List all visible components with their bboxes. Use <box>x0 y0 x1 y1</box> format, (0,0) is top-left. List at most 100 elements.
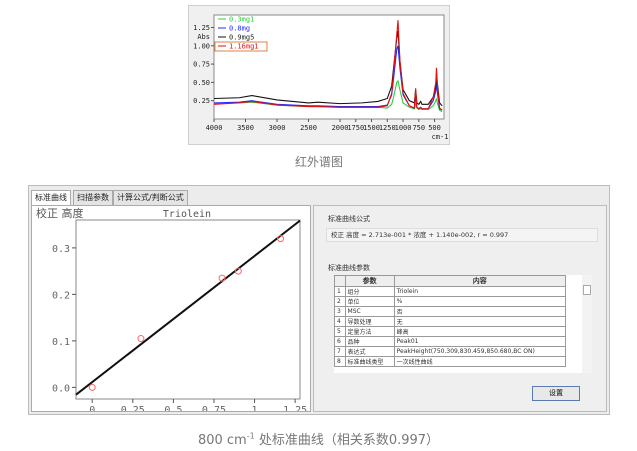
table-cell: 否 <box>393 306 567 317</box>
caption-prefix: 800 cm <box>197 433 247 448</box>
data-point <box>137 335 145 343</box>
right-panel: 标准曲线公式 校正 高度 = 2.713e-001 * 浓度 + 1.140e-… <box>313 205 607 412</box>
x-tick-label: 0 <box>89 405 95 411</box>
table-row[interactable]: 8 标准曲线类型 一次线性曲线 <box>334 356 567 367</box>
table-cell: 标准曲线类型 <box>344 356 395 367</box>
table-cell: 7 <box>334 346 346 357</box>
table-cell: PeakHeight(750.309,830.459,850.680,BC ON… <box>393 346 567 357</box>
ir-spectrum-figure: 4000 3500 3000 2500 2000 1750 1500 1250 1000 750 5… <box>188 5 450 145</box>
table-cell: 6 <box>334 336 346 347</box>
table-row[interactable]: 6 品种 Peak01 <box>334 336 567 347</box>
x-tick-label: 1000 <box>395 124 412 132</box>
tab-standard-curve[interactable]: 标准曲线 <box>31 190 71 205</box>
x-tick-label: 3500 <box>237 124 254 132</box>
table-row[interactable]: 5 定量方法 峰高 <box>334 326 567 337</box>
table-cell: MSC <box>344 306 395 317</box>
fit-line <box>75 219 301 396</box>
table-row[interactable]: 2 单位% <box>334 296 567 307</box>
calibration-panel: 校正 高度 Triolein 0 0.25 0.5 0.75 1 1.25 0.0 0.1 0.2 0… <box>31 205 311 425</box>
table-scrollbar[interactable] <box>582 275 592 373</box>
caption-suffix: 处标准曲线（相关系数0.997） <box>254 433 440 448</box>
data-point <box>88 383 96 391</box>
tab-formulas[interactable]: 计算公式/判断公式 <box>113 190 188 205</box>
table-cell: 导数处理 <box>344 316 395 327</box>
calibration-chart: 校正 高度 Triolein 0 0.25 0.5 0.75 1 1.25 0.0 0.1 0.2 0… <box>36 206 307 425</box>
caption-sup: -1 <box>246 431 255 441</box>
table-cell: 4 <box>334 316 346 327</box>
table-cell: 品种 <box>344 336 395 347</box>
x-tick-label: 2000 <box>332 124 349 132</box>
y-tick-label: 1.00 <box>193 42 210 50</box>
x-tick-label: 4000 <box>206 124 223 132</box>
table-cell: 表达式 <box>344 346 395 357</box>
x-tick-label: 0.25 <box>121 405 145 411</box>
x-tick-label: 2500 <box>300 124 317 132</box>
y-tick-label: 0.25 <box>193 97 210 105</box>
y-tick-label: 0.3 <box>52 244 70 255</box>
x-tick-label: 1.25 <box>283 405 307 411</box>
chart-title: Triolein <box>163 209 211 220</box>
x-tick-label: 750 <box>412 124 425 132</box>
x-tick-label: 0.75 <box>202 405 226 411</box>
legend-label: 0.8mg <box>229 25 250 33</box>
software-window: 标准曲线 扫描参数 计算公式/判断公式 校正 高度 Triolein 0 0.25 0.… <box>28 185 610 425</box>
x-tick-label: 1250 <box>379 124 396 132</box>
formula-title: 标准曲线公式 <box>328 215 370 223</box>
data-point <box>277 235 285 243</box>
table-row[interactable]: 3 MSC 否 <box>334 306 567 317</box>
y-tick-label: 0.2 <box>52 290 70 301</box>
figure2-caption: 800 cm-1 处标准曲线（相关系数0.997） <box>0 429 637 448</box>
table-cell: 5 <box>334 326 346 337</box>
figure1-caption: 红外谱图 <box>294 155 343 169</box>
table-header: 参数 内容 <box>334 275 567 287</box>
x-tick-label: 1500 <box>363 124 380 132</box>
x-tick-label: 0.5 <box>164 405 182 411</box>
y-axis-label: Abs <box>197 33 210 41</box>
x-tick-label: 1 <box>252 405 258 411</box>
params-table-container: 参数 内容 1 组分 Triolein 2 单位% 3 MSC 否 4 导数处理无 5 定量方法 峰高 6 品种… <box>334 275 592 373</box>
scrollbar-thumb[interactable] <box>583 285 591 295</box>
y-tick-label: 0.0 <box>52 383 70 394</box>
table-row[interactable]: 1 组分 Triolein <box>334 286 567 297</box>
header-cell <box>334 275 346 287</box>
header-cell: 内容 <box>393 275 567 287</box>
y-axis-label: 校正 高度 <box>36 206 84 220</box>
table-cell: 一次线性曲线 <box>393 356 567 367</box>
table-cell: 组分 <box>344 286 395 297</box>
x-axis-label: cm-1 <box>432 133 449 141</box>
set-button[interactable]: 设置 <box>532 386 580 401</box>
table-cell: 无 <box>393 316 567 327</box>
table-row[interactable]: 7 表达式 PeakHeight(750.309,830.459,850.680,B… <box>334 346 567 357</box>
params-title: 标准曲线参数 <box>328 264 370 272</box>
legend-label: 1.16mg1 <box>229 43 259 51</box>
data-point <box>218 274 226 282</box>
data-point <box>234 267 242 275</box>
legend-label: 0.3mg1 <box>229 16 254 24</box>
tab-scan-params[interactable]: 扫描参数 <box>73 190 113 205</box>
x-tick-label: 500 <box>428 124 441 132</box>
x-tick-label: 3000 <box>269 124 286 132</box>
x-tick-label: 1750 <box>347 124 364 132</box>
y-tick-label: 0.1 <box>52 337 70 348</box>
y-tick-label: 0.50 <box>193 79 210 87</box>
table-cell: 峰高 <box>393 326 567 337</box>
table-cell: Triolein <box>393 286 567 297</box>
params-table: 参数 内容 1 组分 Triolein 2 单位% 3 MSC 否 4 导数处理无 5 定量方法 峰高 6 品种… <box>334 275 567 367</box>
formula-text: 校正 高度 = 2.713e-001 * 浓度 + 1.140e-002, r … <box>326 228 598 242</box>
table-cell: 3 <box>334 306 346 317</box>
header-cell: 参数 <box>344 275 395 287</box>
table-cell: Peak01 <box>393 336 567 347</box>
table-cell: 单位 <box>344 296 395 307</box>
table-cell: % <box>393 296 567 307</box>
table-cell: 定量方法 <box>344 326 395 337</box>
series-line-1.16mg1 <box>213 20 443 111</box>
table-cell: 8 <box>334 356 346 367</box>
table-cell: 1 <box>334 286 346 297</box>
table-row[interactable]: 4 导数处理无 <box>334 316 567 327</box>
legend-highlight-box <box>214 41 268 52</box>
y-tick-label: 1.25 <box>193 24 210 32</box>
legend-label: 0.9mg5 <box>229 34 254 42</box>
table-cell: 2 <box>334 296 346 307</box>
y-tick-label: 0.75 <box>193 61 210 69</box>
